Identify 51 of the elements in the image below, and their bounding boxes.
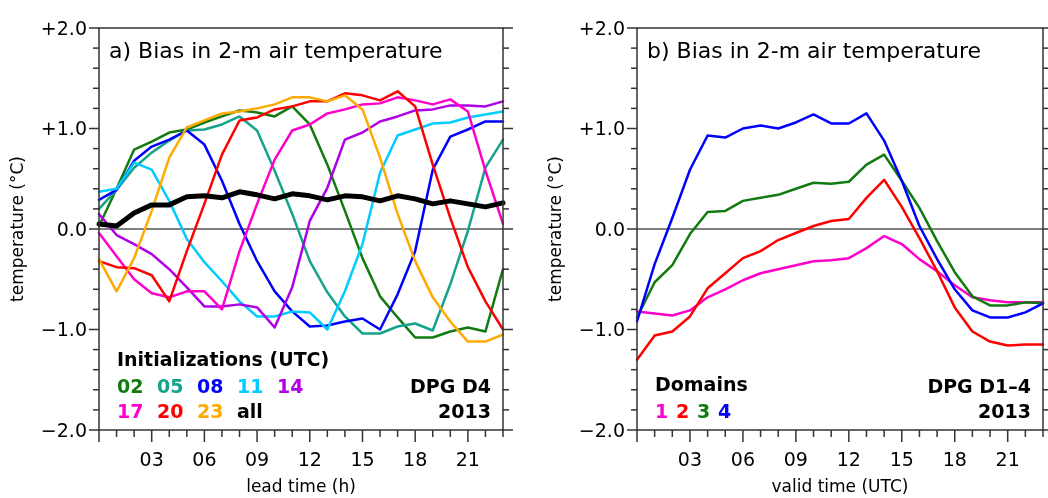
x-tick-label: 03 bbox=[139, 448, 164, 470]
text: 14 bbox=[277, 375, 304, 397]
text: 11 bbox=[237, 375, 264, 397]
y-tick-label: −1.0 bbox=[40, 318, 87, 341]
y-axis-title: temperature (°C) bbox=[545, 156, 565, 302]
y-tick-label: −2.0 bbox=[40, 418, 87, 441]
x-tick-label: 18 bbox=[403, 448, 428, 470]
x-tick-label: 21 bbox=[995, 448, 1020, 470]
x-tick-label: 15 bbox=[350, 448, 375, 470]
annotation: 2013 bbox=[978, 400, 1031, 422]
legend-title: Initializations (UTC) bbox=[117, 348, 330, 370]
x-tick-label: 09 bbox=[244, 448, 270, 470]
x-tick-label: 06 bbox=[730, 448, 756, 470]
x-tick-label: 12 bbox=[297, 448, 322, 470]
text: 05 bbox=[157, 375, 184, 397]
text: 2 bbox=[676, 400, 690, 422]
x-tick-label: 03 bbox=[677, 448, 703, 470]
y-tick-label: −2.0 bbox=[578, 418, 625, 441]
x-tick-label: 18 bbox=[942, 448, 967, 470]
text: 08 bbox=[197, 375, 224, 397]
y-tick-label: 0.0 bbox=[594, 217, 625, 240]
text: 20 bbox=[157, 400, 184, 422]
y-axis-title: temperature (°C) bbox=[7, 156, 27, 302]
x-tick-label: 12 bbox=[836, 448, 861, 470]
text: 1 bbox=[655, 400, 669, 422]
annotation: DPG D4 bbox=[410, 375, 491, 397]
x-axis-title: valid time (UTC) bbox=[771, 476, 909, 496]
text: 23 bbox=[197, 400, 224, 422]
x-tick-label: 09 bbox=[783, 448, 808, 470]
y-tick-label: 0.0 bbox=[56, 217, 87, 240]
x-tick-label: 15 bbox=[889, 448, 914, 470]
text: b) Bias in 2-m air temperature bbox=[647, 38, 982, 63]
annotation: DPG D1–4 bbox=[927, 375, 1031, 397]
y-tick-label: +2.0 bbox=[578, 16, 625, 39]
x-tick-label: 06 bbox=[192, 448, 217, 470]
y-tick-label: +2.0 bbox=[40, 16, 87, 39]
y-tick-label: +1.0 bbox=[578, 117, 625, 140]
x-tick-label: 21 bbox=[455, 448, 480, 470]
text: 4 bbox=[718, 400, 732, 422]
annotation: 2013 bbox=[438, 400, 491, 422]
text: 3 bbox=[697, 400, 711, 422]
text: all bbox=[237, 400, 263, 422]
text: 17 bbox=[117, 400, 144, 422]
line-series bbox=[635, 178, 1045, 361]
text: a) Bias in 2-m air temperature bbox=[109, 38, 443, 63]
y-tick-label: −1.0 bbox=[578, 318, 625, 341]
x-axis-title: lead time (h) bbox=[246, 476, 356, 496]
y-tick-label: +1.0 bbox=[40, 117, 87, 140]
line-series bbox=[635, 112, 1045, 323]
legend-title: Domains bbox=[655, 373, 748, 395]
text: 02 bbox=[117, 375, 144, 397]
